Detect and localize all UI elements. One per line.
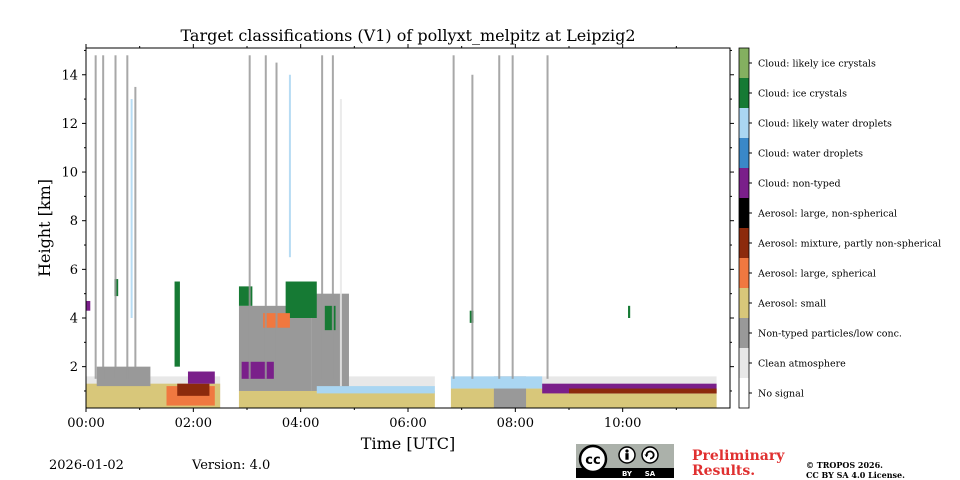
colorbar-label: Non-typed particles/low conc. [758, 329, 902, 340]
colorbar-label: Cloud: ice crystals [758, 89, 847, 100]
class-region-12 [285, 281, 317, 318]
colorbar-label: No signal [758, 389, 804, 400]
preliminary-line-1: Preliminary [692, 448, 785, 464]
colorbar-frame [738, 47, 750, 409]
streak-11 [331, 55, 334, 379]
x-axis: 00:00 02:00 04:00 06:00 08:00 10:00 [67, 44, 677, 431]
svg-text:BY: BY [622, 470, 633, 478]
streak-17 [546, 55, 549, 379]
copyright-line-1: © TROPOS 2026. [806, 460, 883, 470]
colorbar-swatch-11 [739, 48, 749, 78]
streak-12 [339, 99, 342, 387]
x-tick-label: 02:00 [175, 416, 212, 431]
streak-15 [498, 55, 501, 379]
colorbar-swatch-6 [739, 198, 749, 228]
class-region-1 [96, 366, 151, 387]
x-tick-label: 06:00 [389, 416, 426, 431]
streak-9 [288, 74, 291, 258]
chart-title: Target classifications (V1) of pollyxt_m… [180, 26, 635, 45]
y-tick-label: 6 [70, 263, 78, 278]
colorbar-swatch-2 [739, 318, 749, 348]
y-tick-label: 12 [61, 117, 78, 132]
y-tick-label: 2 [70, 360, 78, 375]
creative-commons-by-sa-icon: cc BY SA [576, 444, 674, 478]
x-tick-label: 00:00 [67, 416, 104, 431]
date-label: 2026-01-02 [49, 458, 124, 473]
colorbar-swatch-0 [739, 378, 749, 408]
x-tick-label: 10:00 [604, 416, 641, 431]
class-region-23 [628, 305, 631, 318]
colorbar-label: Cloud: likely ice crystals [758, 59, 876, 70]
colorbar-label: Aerosol: large, spherical [757, 269, 876, 280]
preliminary-results-note: Preliminary Results. [692, 449, 784, 479]
streak-2 [114, 55, 117, 379]
streak-13 [452, 55, 455, 379]
colorbar-label: Cloud: likely water droplets [758, 119, 892, 130]
class-region-4 [187, 371, 215, 384]
colorbar-swatch-1 [739, 348, 749, 378]
colorbar-swatch-3 [739, 288, 749, 318]
streak-4 [130, 99, 133, 318]
colorbar-swatch-10 [739, 78, 749, 108]
colorbar-label: Aerosol: large, non-spherical [757, 209, 897, 220]
colorbar-label: Cloud: water droplets [758, 149, 863, 160]
streak-0 [94, 55, 97, 379]
streak-7 [264, 55, 267, 379]
svg-text:SA: SA [645, 470, 656, 478]
x-axis-label: Time [UTC] [361, 434, 455, 453]
colorbar-label: Aerosol: small [757, 299, 826, 310]
plot-background [86, 48, 730, 408]
x-tick-label: 08:00 [497, 416, 534, 431]
colorbar-swatch-4 [739, 258, 749, 288]
class-region-3 [177, 383, 210, 396]
y-tick-label: 10 [61, 166, 78, 181]
streak-5 [134, 86, 137, 379]
y-axis: 2 4 6 8 10 12 14 [61, 49, 734, 392]
x-tick-label: 04:00 [282, 416, 319, 431]
y-tick-label: 4 [70, 312, 78, 327]
colorbar-swatch-5 [739, 228, 749, 258]
version-label: Version: 4.0 [192, 458, 271, 473]
copyright-line-2: CC BY SA 4.0 License. [806, 470, 905, 480]
y-tick-label: 14 [61, 68, 78, 83]
streak-6 [248, 55, 251, 379]
colorbar-swatch-7 [739, 168, 749, 198]
class-region-19 [450, 376, 543, 389]
streak-14 [471, 74, 474, 379]
plot-area [86, 55, 717, 408]
colorbar-swatch-9 [739, 108, 749, 138]
class-region-21 [569, 388, 717, 394]
y-axis-label: Height [km] [35, 179, 54, 277]
streak-16 [511, 55, 514, 379]
copyright-note: © TROPOS 2026. CC BY SA 4.0 License. [806, 460, 905, 480]
class-region-6 [174, 281, 180, 367]
class-region-11 [316, 386, 435, 394]
colorbar-label: Cloud: non-typed [758, 179, 841, 190]
y-tick-label: 8 [70, 214, 78, 229]
streak-1 [102, 55, 105, 379]
colorbar-legend: Cloud: likely ice crystals Cloud: ice cry… [738, 47, 941, 409]
streak-8 [275, 62, 278, 379]
preliminary-line-2: Results. [692, 463, 756, 479]
class-region-15 [241, 361, 274, 379]
colorbar-label: Clean atmosphere [758, 359, 846, 370]
streak-3 [126, 55, 129, 379]
streak-10 [321, 55, 324, 379]
colorbar-label: Aerosol: mixture, partly non-spherical [757, 239, 941, 250]
colorbar-swatch-8 [739, 138, 749, 168]
svg-text:cc: cc [585, 453, 600, 468]
class-region-8 [238, 390, 435, 408]
class-region-7 [86, 300, 91, 311]
class-region-13 [324, 305, 336, 331]
